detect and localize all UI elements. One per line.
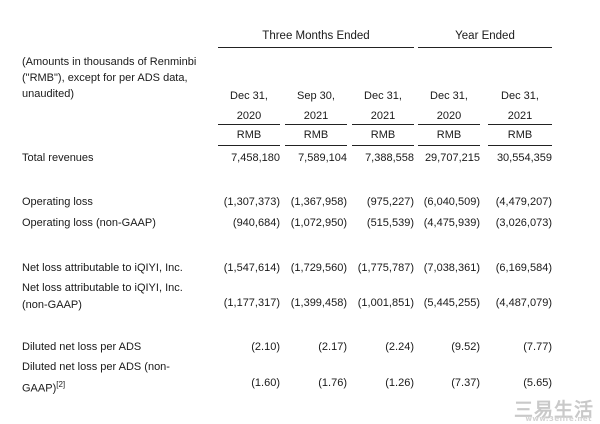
row-label-diluted-non-gaap-line-1: Diluted net loss per ADS (non- bbox=[22, 361, 170, 373]
table-cell: (1,547,614) bbox=[223, 262, 280, 274]
table-cell: (1,307,373) bbox=[223, 196, 280, 208]
table-cell: (940,684) bbox=[232, 217, 280, 229]
table-cell: 29,707,215 bbox=[424, 152, 480, 164]
currency-underline-3 bbox=[352, 145, 414, 146]
group-underline-three-months bbox=[218, 47, 414, 48]
table-cell: (3,026,073) bbox=[495, 217, 552, 229]
table-cell: (7.37) bbox=[451, 377, 480, 389]
table-cell: (975,227) bbox=[366, 196, 414, 208]
column-underline-5 bbox=[488, 124, 552, 125]
column-header-4: Dec 31, 2020 bbox=[418, 86, 480, 126]
row-label-total-revenues: Total revenues bbox=[22, 152, 94, 164]
row-label-net-loss-non-gaap: Net loss attributable to iQIYI, Inc. (no… bbox=[22, 280, 183, 314]
column-header-5-date: Dec 31, bbox=[501, 90, 539, 102]
row-label-diluted-non-gaap-line-2-text: GAAP) bbox=[22, 382, 57, 395]
table-note-line-1: (Amounts in thousands of Renminbi bbox=[22, 56, 197, 68]
currency-label-2: RMB bbox=[303, 129, 329, 141]
table-cell: (5.65) bbox=[523, 377, 552, 389]
currency-underline-5 bbox=[488, 145, 552, 146]
column-header-2-date: Sep 30, bbox=[297, 90, 335, 102]
table-cell: 30,554,359 bbox=[496, 152, 552, 164]
row-label-operating-loss: Operating loss bbox=[22, 196, 93, 208]
table-cell: (6,040,509) bbox=[423, 196, 480, 208]
column-header-5-year: 2021 bbox=[507, 110, 533, 122]
row-label-net-loss-non-gaap-line-1: Net loss attributable to iQIYI, Inc. bbox=[22, 282, 183, 294]
column-underline-3 bbox=[352, 124, 414, 125]
table-cell: (1.76) bbox=[318, 377, 347, 389]
table-note-line-3: unaudited) bbox=[22, 88, 74, 100]
row-label-operating-loss-non-gaap: Operating loss (non-GAAP) bbox=[22, 217, 156, 229]
group-underline-year-ended bbox=[418, 47, 552, 48]
currency-underline-1 bbox=[218, 145, 280, 146]
watermark-text: 三易生活 bbox=[514, 399, 595, 421]
watermark-url: www.3elife.net bbox=[525, 415, 592, 423]
currency-label-4: RMB bbox=[436, 129, 462, 141]
currency-underline-4 bbox=[418, 145, 480, 146]
footnote-marker: [2] bbox=[56, 380, 66, 389]
table-cell: (2.10) bbox=[251, 341, 280, 353]
table-cell: (1.26) bbox=[385, 377, 414, 389]
table-cell: (1,001,851) bbox=[357, 297, 414, 309]
row-label-net-loss: Net loss attributable to iQIYI, Inc. bbox=[22, 262, 183, 274]
currency-label-1: RMB bbox=[236, 129, 262, 141]
column-header-2-year: 2021 bbox=[303, 110, 329, 122]
column-header-5: Dec 31, 2021 bbox=[488, 86, 552, 126]
table-cell: (1,399,458) bbox=[290, 297, 347, 309]
table-cell: (1,072,950) bbox=[290, 217, 347, 229]
row-label-diluted-net-loss: Diluted net loss per ADS bbox=[22, 341, 142, 353]
table-cell: (1.60) bbox=[251, 377, 280, 389]
table-cell: (7.77) bbox=[523, 341, 552, 353]
table-cell: (5,445,255) bbox=[423, 297, 480, 309]
column-header-4-year: 2020 bbox=[436, 110, 462, 122]
row-label-diluted-non-gaap-line-2: GAAP)[2] bbox=[22, 376, 170, 398]
table-cell: (9.52) bbox=[451, 341, 480, 353]
table-cell: (4,479,207) bbox=[495, 196, 552, 208]
column-header-1-date: Dec 31, bbox=[230, 90, 268, 102]
table-note: (Amounts in thousands of Renminbi ("RMB"… bbox=[22, 54, 196, 102]
group-header-year-ended: Year Ended bbox=[455, 30, 515, 42]
column-underline-1 bbox=[218, 124, 280, 125]
row-label-net-loss-non-gaap-line-2: (non-GAAP) bbox=[22, 299, 82, 311]
column-header-2: Sep 30, 2021 bbox=[285, 86, 347, 126]
column-header-4-date: Dec 31, bbox=[430, 90, 468, 102]
column-underline-4 bbox=[418, 124, 480, 125]
column-header-3-year: 2021 bbox=[370, 110, 396, 122]
column-underline-2 bbox=[285, 124, 347, 125]
table-cell: (2.17) bbox=[318, 341, 347, 353]
table-note-line-2: ("RMB"), except for per ADS data, bbox=[22, 72, 188, 84]
table-cell: (1,775,787) bbox=[357, 262, 414, 274]
table-cell: (4,487,079) bbox=[495, 297, 552, 309]
table-cell: (6,169,584) bbox=[495, 262, 552, 274]
group-header-three-months: Three Months Ended bbox=[262, 30, 370, 42]
column-header-3-date: Dec 31, bbox=[364, 90, 402, 102]
currency-underline-2 bbox=[285, 145, 347, 146]
table-cell: (1,177,317) bbox=[223, 297, 280, 309]
table-cell: (1,729,560) bbox=[290, 262, 347, 274]
currency-label-5: RMB bbox=[507, 129, 533, 141]
table-cell: 7,589,104 bbox=[298, 152, 347, 164]
table-cell: 7,388,558 bbox=[365, 152, 414, 164]
watermark: 三易生活 www.3elife.net bbox=[514, 395, 595, 423]
table-cell: (2.24) bbox=[385, 341, 414, 353]
table-cell: 7,458,180 bbox=[231, 152, 280, 164]
column-header-3: Dec 31, 2021 bbox=[352, 86, 414, 126]
column-header-1: Dec 31, 2020 bbox=[218, 86, 280, 126]
table-cell: (1,367,958) bbox=[290, 196, 347, 208]
currency-label-3: RMB bbox=[370, 129, 396, 141]
table-cell: (7,038,361) bbox=[423, 262, 480, 274]
row-label-diluted-net-loss-non-gaap: Diluted net loss per ADS (non- GAAP)[2] bbox=[22, 359, 170, 398]
table-cell: (515,539) bbox=[366, 217, 414, 229]
column-header-1-year: 2020 bbox=[236, 110, 262, 122]
table-cell: (4,475,939) bbox=[423, 217, 480, 229]
